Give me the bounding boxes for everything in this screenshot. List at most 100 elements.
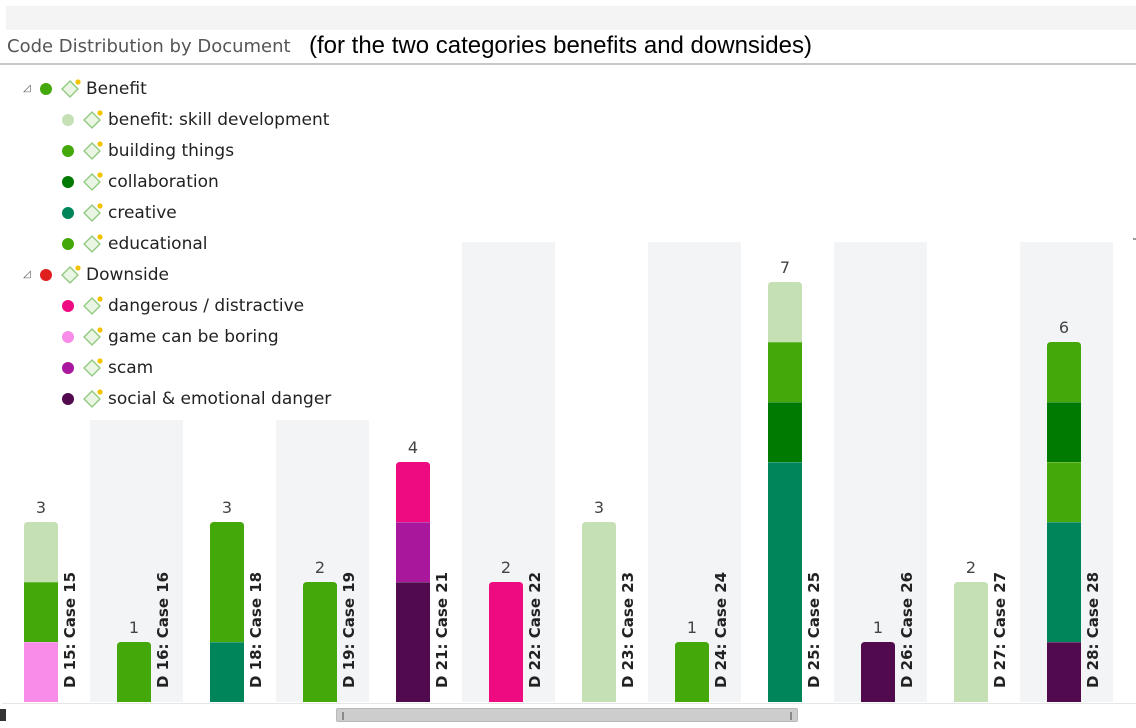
category-label: D 22: Case 22: [526, 572, 544, 688]
total-label: 2: [966, 558, 976, 577]
legend-code-row[interactable]: building things: [62, 135, 234, 166]
chart-header: Code Distribution by Document (for the t…: [0, 30, 1136, 64]
legend-label: building things: [108, 140, 235, 161]
bar-segment[interactable]: [24, 582, 58, 642]
code-icon: [83, 233, 103, 253]
category-label: D 25: Case 25: [805, 572, 823, 688]
bar-segment[interactable]: [1047, 402, 1081, 462]
legend-code-row[interactable]: game can be boring: [62, 321, 279, 352]
legend-code-row[interactable]: educational: [62, 228, 208, 259]
code-icon: [83, 357, 103, 377]
total-label: 2: [501, 558, 511, 577]
total-label: 4: [408, 438, 418, 457]
horizontal-scrollbar[interactable]: [0, 703, 1136, 728]
category-label: D 21: Case 21: [433, 572, 451, 688]
legend-label: dangerous / distractive: [108, 295, 305, 316]
annotation-note: (for the two categories benefits and dow…: [309, 32, 812, 59]
toolbar-area: [6, 6, 1136, 30]
color-dot-icon: [62, 175, 74, 188]
total-label: 1: [129, 618, 139, 637]
top-strip: [0, 0, 1136, 30]
code-group-icon: [61, 264, 81, 284]
bar-segment[interactable]: [675, 642, 709, 702]
legend-label: creative: [108, 202, 177, 223]
bar-segment[interactable]: [1047, 522, 1081, 642]
color-dot-icon: [40, 82, 52, 95]
legend-code-row[interactable]: creative: [62, 197, 177, 228]
legend-code-row[interactable]: collaboration: [62, 166, 219, 197]
bar-segment[interactable]: [768, 462, 802, 702]
code-icon: [83, 202, 103, 222]
legend-label: benefit: skill development: [108, 109, 330, 130]
legend-label: social & emotional danger: [108, 388, 332, 409]
total-labels: 3 1 3 2 4 2 3 1 7 1 2 6: [36, 258, 1069, 637]
legend-label: collaboration: [108, 171, 219, 192]
bar-segment[interactable]: [117, 642, 151, 702]
color-dot-icon: [62, 144, 74, 157]
stacked-bars: [24, 282, 1081, 702]
bar-segment[interactable]: [396, 462, 430, 522]
column-band: [834, 242, 927, 702]
legend-code-row[interactable]: scam: [62, 352, 153, 383]
color-dot-icon: [62, 330, 74, 343]
bar-segment[interactable]: [489, 582, 523, 702]
total-label: 2: [315, 558, 325, 577]
bar-segment[interactable]: [24, 522, 58, 582]
grip-icon: [790, 712, 792, 720]
category-labels: D 15: Case 15 D 16: Case 16 D 18: Case 18 D…: [61, 572, 1102, 688]
legend-code-row[interactable]: dangerous / distractive: [62, 290, 304, 321]
bar-segment[interactable]: [768, 342, 802, 402]
category-label: D 28: Case 28: [1084, 572, 1102, 688]
code-group-icon: [61, 78, 81, 98]
bar-segment[interactable]: [861, 642, 895, 702]
page-title: Code Distribution by Document: [7, 36, 291, 57]
color-dot-icon: [40, 268, 52, 281]
scroll-thumb[interactable]: [336, 708, 798, 722]
bar-segment[interactable]: [1047, 642, 1081, 702]
header-divider: [0, 63, 1136, 65]
legend-label: game can be boring: [108, 326, 279, 347]
total-label: 1: [687, 618, 697, 637]
bar-segment[interactable]: [1047, 462, 1081, 522]
category-label: D 24: Case 24: [712, 572, 730, 688]
total-label: 1: [873, 618, 883, 637]
bar-segment[interactable]: [1047, 342, 1081, 402]
category-label: D 27: Case 27: [991, 572, 1009, 688]
code-icon: [83, 171, 103, 191]
edge-marker: [1133, 238, 1136, 240]
category-label: D 18: Case 18: [247, 572, 265, 688]
collapse-triangle-icon[interactable]: ◿: [23, 269, 31, 280]
bar-segment[interactable]: [303, 582, 337, 702]
scroll-left-arrow-icon[interactable]: [0, 709, 6, 721]
code-icon: [83, 109, 103, 129]
bar-segment[interactable]: [210, 642, 244, 702]
legend-group-row[interactable]: ◿ Downside: [22, 259, 169, 290]
legend-label: scam: [108, 357, 154, 378]
color-dot-icon: [62, 237, 74, 250]
color-dot-icon: [62, 299, 74, 312]
category-label: D 19: Case 19: [340, 572, 358, 688]
color-dot-icon: [62, 361, 74, 374]
total-label: 3: [594, 498, 604, 517]
category-label: D 23: Case 23: [619, 572, 637, 688]
bar-segment[interactable]: [582, 522, 616, 702]
bar-segment[interactable]: [954, 582, 988, 702]
bar-segment[interactable]: [210, 522, 244, 642]
total-label: 3: [36, 498, 46, 517]
code-icon: [83, 140, 103, 160]
bar-segment[interactable]: [768, 402, 802, 462]
color-dot-icon: [62, 206, 74, 219]
category-label: D 16: Case 16: [154, 572, 172, 688]
bar-segment[interactable]: [396, 522, 430, 582]
collapse-triangle-icon[interactable]: ◿: [23, 83, 31, 94]
bar-segment[interactable]: [24, 642, 58, 702]
bar-segment[interactable]: [396, 582, 430, 702]
legend-label: educational: [108, 233, 208, 254]
legend-group-row[interactable]: ◿ Benefit: [22, 73, 147, 104]
bar-segment[interactable]: [768, 282, 802, 342]
code-legend: ◿ Benefit benefit: skill development buildi…: [0, 70, 420, 420]
legend-code-row[interactable]: benefit: skill development: [62, 104, 329, 135]
legend-label: Benefit: [86, 78, 147, 99]
legend-code-row[interactable]: social & emotional danger: [62, 383, 331, 414]
